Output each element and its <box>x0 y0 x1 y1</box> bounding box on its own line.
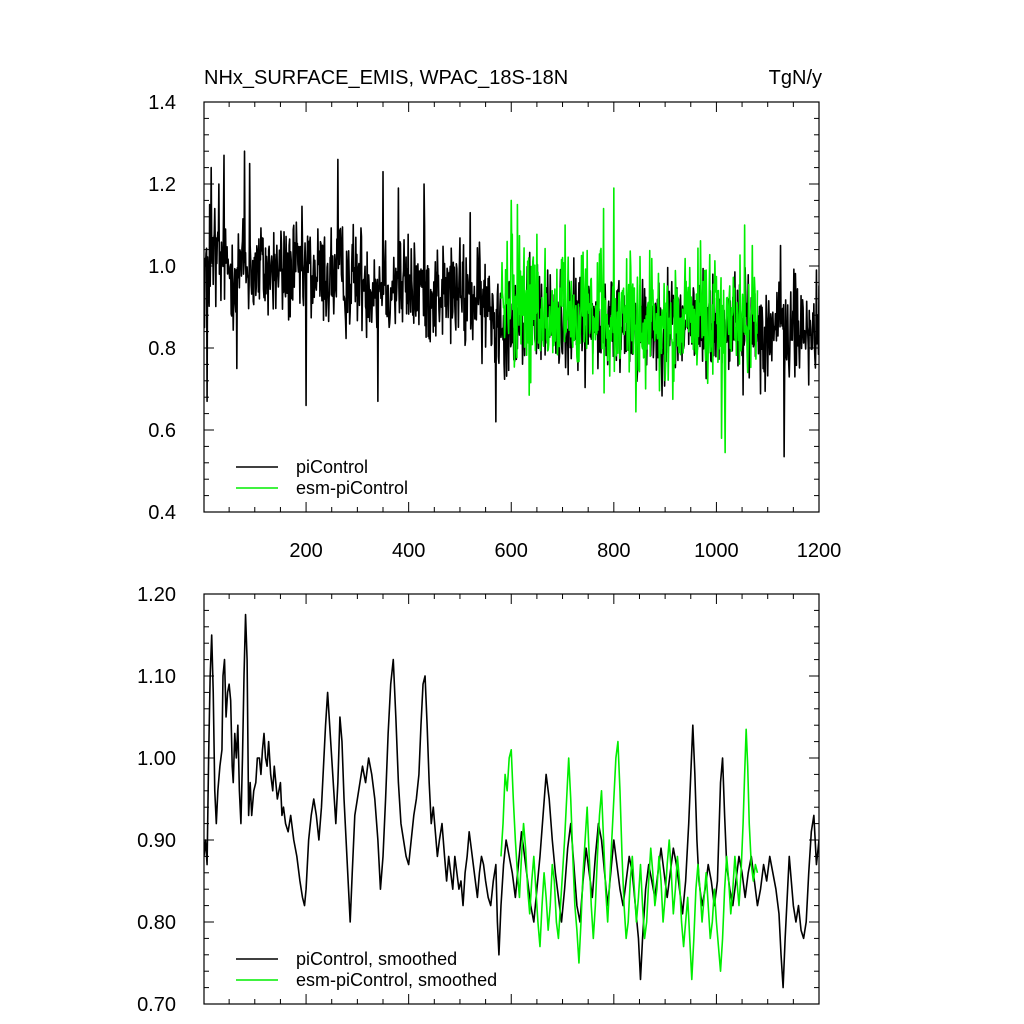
top-panel: NHx_SURFACE_EMIS, WPAC_18S-18N TgN/y 200… <box>148 67 841 562</box>
bottom-legend-label: esm-piControl, smoothed <box>296 970 497 990</box>
bottom-y-tick-label: 1.20 <box>137 584 176 606</box>
top-x-tick-label: 200 <box>289 540 322 562</box>
bottom-panel: 0.70 0.80 0.90 1.00 1.10 1.20 piControl, smoo… <box>137 584 820 1016</box>
top-series-line-esm-picontrol <box>500 187 759 454</box>
bottom-y-tick-label: 0.70 <box>137 994 176 1016</box>
top-x-tick-label: 600 <box>495 540 528 562</box>
top-y-tick-label: 1.0 <box>148 256 176 278</box>
bottom-plot-frame <box>203 593 820 1005</box>
top-series-group <box>204 150 819 458</box>
top-x-tick-label: 1000 <box>694 540 739 562</box>
bottom-series-line-esm-picontrol <box>500 728 759 981</box>
top-x-tick-label: 1200 <box>797 540 842 562</box>
bottom-y-tick-label: 1.10 <box>137 666 176 688</box>
bottom-axes: 0.70 0.80 0.90 1.00 1.10 1.20 <box>137 584 820 1016</box>
top-y-tick-label: 0.6 <box>148 420 176 442</box>
bottom-legend-label: piControl, smoothed <box>296 949 457 969</box>
top-y-tick-label: 0.8 <box>148 338 176 360</box>
top-legend-label: piControl <box>296 457 368 477</box>
top-x-tick-label: 400 <box>392 540 425 562</box>
bottom-series-group <box>204 613 819 989</box>
top-legend-label: esm-piControl <box>296 478 408 498</box>
bottom-y-tick-label: 0.80 <box>137 912 176 934</box>
top-axes: 200 400 600 800 1000 1200 0.4 0.6 0.8 1.0 1.2 1.4 <box>148 92 841 562</box>
top-x-tick-label: 800 <box>597 540 630 562</box>
top-y-tick-label: 0.4 <box>148 502 176 524</box>
bottom-y-tick-label: 0.90 <box>137 830 176 852</box>
top-y-tick-label: 1.2 <box>148 174 176 196</box>
bottom-series-line-picontrol <box>204 613 819 989</box>
units-label: TgN/y <box>769 67 822 89</box>
top-y-tick-label: 1.4 <box>148 92 176 114</box>
chart-title: NHx_SURFACE_EMIS, WPAC_18S-18N <box>204 67 568 89</box>
bottom-y-tick-label: 1.00 <box>137 748 176 770</box>
